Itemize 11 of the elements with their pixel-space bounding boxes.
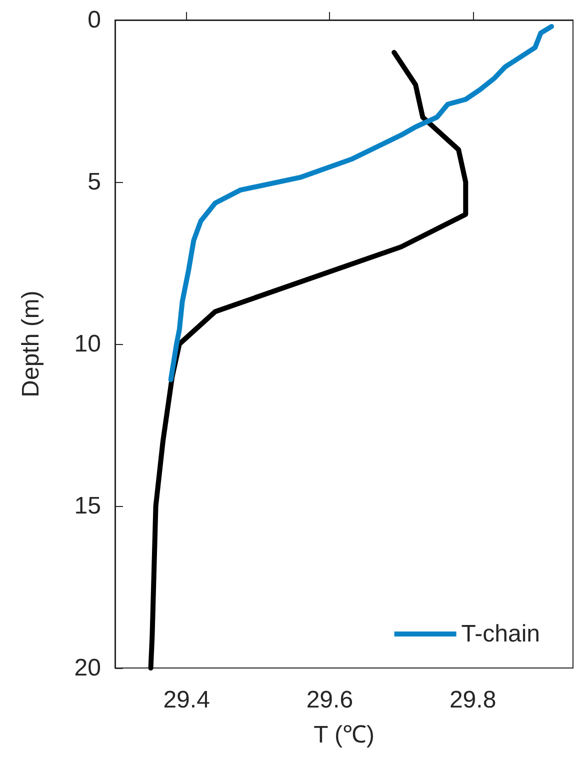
x-tick-label: 29.4 (163, 686, 210, 714)
x-axis-title: T (℃) (314, 722, 374, 748)
x-tick-label: 29.8 (449, 686, 496, 714)
y-tick-label: 20 (74, 654, 101, 682)
y-tick-label: 0 (88, 6, 101, 34)
legend-label: T-chain (461, 620, 540, 648)
y-tick-label: 10 (74, 330, 101, 358)
x-tick-label: 29.6 (306, 686, 354, 714)
y-tick-label: 15 (74, 492, 101, 520)
y-tick-label: 5 (88, 168, 101, 196)
y-axis-title: Depth (m) (18, 290, 44, 398)
